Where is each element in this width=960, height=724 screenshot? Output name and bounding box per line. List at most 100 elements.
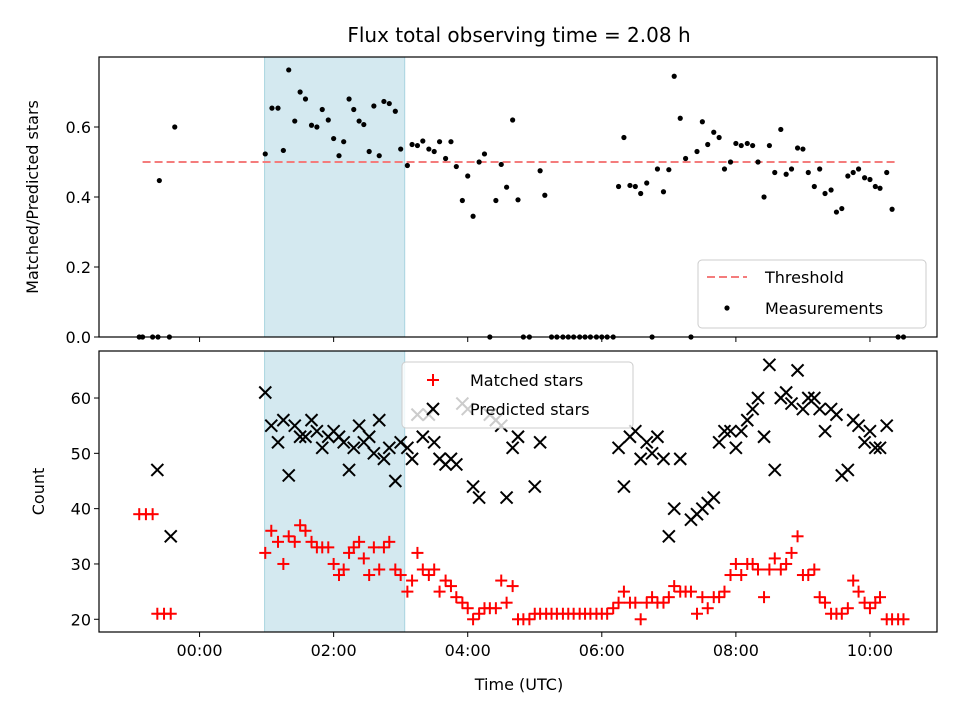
x-tick-label: 08:00 — [713, 641, 759, 660]
matched-stars-point — [774, 563, 787, 576]
measurement-point — [839, 205, 845, 212]
predicted-stars-point — [377, 452, 391, 466]
measurement-point — [392, 108, 398, 114]
measurement-point — [750, 142, 756, 149]
measurement-point — [822, 190, 828, 197]
measurement-point — [889, 206, 895, 212]
x-tick-label: 10:00 — [847, 641, 893, 660]
measurement-point — [694, 148, 700, 155]
measurement-point — [727, 159, 734, 165]
matched-stars-point — [322, 541, 335, 554]
predicted-stars-point — [812, 402, 827, 416]
matched-stars-point — [489, 602, 502, 615]
measurement-point — [721, 166, 728, 172]
measurement-point — [716, 134, 722, 141]
top-plot-frame — [98, 56, 938, 338]
matched-stars-point — [401, 585, 414, 598]
measurement-point — [280, 147, 286, 154]
measurement-point — [537, 168, 543, 174]
matched-stars-point — [684, 585, 697, 598]
matched-stars-point — [265, 524, 278, 537]
predicted-stars-point — [650, 430, 665, 444]
measurement-point — [877, 185, 883, 191]
matched-stars-point — [701, 602, 714, 615]
measurement-point — [772, 169, 778, 176]
matched-stars-point — [377, 541, 390, 554]
measurement-point — [351, 106, 357, 113]
predicted-stars-point — [801, 391, 815, 405]
matched-stars-point — [863, 602, 876, 615]
measurement-point — [800, 146, 806, 152]
y-tick-label: 0.6 — [66, 118, 91, 137]
matched-stars-point — [735, 569, 748, 582]
predicted-stars-point — [662, 529, 676, 544]
predicted-stars-point — [673, 452, 687, 466]
measurement-point — [376, 153, 382, 159]
matched-stars-point — [406, 574, 419, 587]
predicted-stars-point — [388, 474, 403, 488]
legend-predicted-label: Predicted stars — [470, 400, 590, 419]
matched-stars-point — [780, 557, 793, 570]
measurement-point — [778, 126, 784, 133]
matched-stars-point — [394, 569, 407, 582]
matched-stars-point — [791, 530, 804, 543]
bottom-legend: Matched stars Predicted stars — [401, 361, 634, 429]
matched-stars-point — [305, 535, 318, 548]
matched-stars-point — [607, 602, 620, 615]
y-tick-label: 60 — [71, 389, 91, 408]
matched-stars-point — [835, 607, 848, 620]
matched-stars-point — [657, 596, 670, 609]
legend-matched-swatch — [427, 374, 439, 386]
matched-stars-point — [363, 569, 376, 582]
predicted-stars-point — [472, 490, 486, 505]
matched-stars-point — [337, 563, 350, 576]
y-tick-label: 0.4 — [66, 188, 91, 207]
bottom-plot-frame — [98, 350, 938, 633]
measurement-point — [286, 67, 292, 73]
predicted-stars-point — [466, 479, 480, 494]
matched-stars-point — [439, 574, 452, 587]
matched-stars-point — [808, 563, 821, 576]
chart-title: Flux total observing time = 2.08 h — [347, 23, 690, 47]
measurement-point — [470, 213, 476, 219]
measurement-point — [867, 176, 873, 183]
measurement-point — [448, 139, 454, 145]
matched-stars-point — [428, 563, 441, 576]
matched-stars-point — [277, 557, 290, 570]
matched-stars-point — [411, 546, 424, 559]
predicted-stars-point — [282, 468, 296, 483]
measurement-point — [788, 166, 795, 172]
measurement-point — [504, 184, 510, 190]
matched-stars-point — [634, 613, 647, 626]
predicted-stars-point — [611, 441, 626, 455]
x-tick-label: 00:00 — [177, 641, 223, 660]
measurement-point — [426, 146, 432, 152]
matched-stars-point — [629, 596, 642, 609]
predicted-stars-point — [762, 358, 777, 372]
measurement-point — [346, 96, 352, 102]
measurement-point — [297, 89, 303, 95]
x-axis-label: Time (UTC) — [474, 675, 563, 694]
matched-stars-point — [383, 535, 396, 548]
matched-stars-point — [347, 541, 360, 554]
y-tick-label: 30 — [71, 555, 91, 574]
measurement-point — [794, 145, 801, 151]
matched-stars-point — [367, 541, 380, 554]
predicted-stars-point — [723, 424, 738, 438]
measurement-point — [850, 169, 856, 176]
measurement-point — [744, 140, 750, 147]
matched-stars-point — [668, 580, 681, 593]
predicted-stars-point — [617, 479, 631, 494]
matched-stars-point — [752, 563, 765, 576]
predicted-stars-point — [288, 418, 302, 433]
predicted-stars-point — [751, 391, 765, 405]
predicted-stars-point — [416, 430, 430, 444]
bottom-plot-panel: 20 30 40 50 60 00:00 02:00 04:00 06:00 08:00 10:00… — [29, 350, 938, 694]
measurement-point — [615, 183, 622, 190]
measurement-point — [398, 146, 404, 152]
matched-stars-point — [768, 552, 781, 565]
matched-stars-point — [758, 591, 771, 604]
measurement-point — [699, 119, 705, 125]
predicted-stars-point — [841, 463, 855, 477]
